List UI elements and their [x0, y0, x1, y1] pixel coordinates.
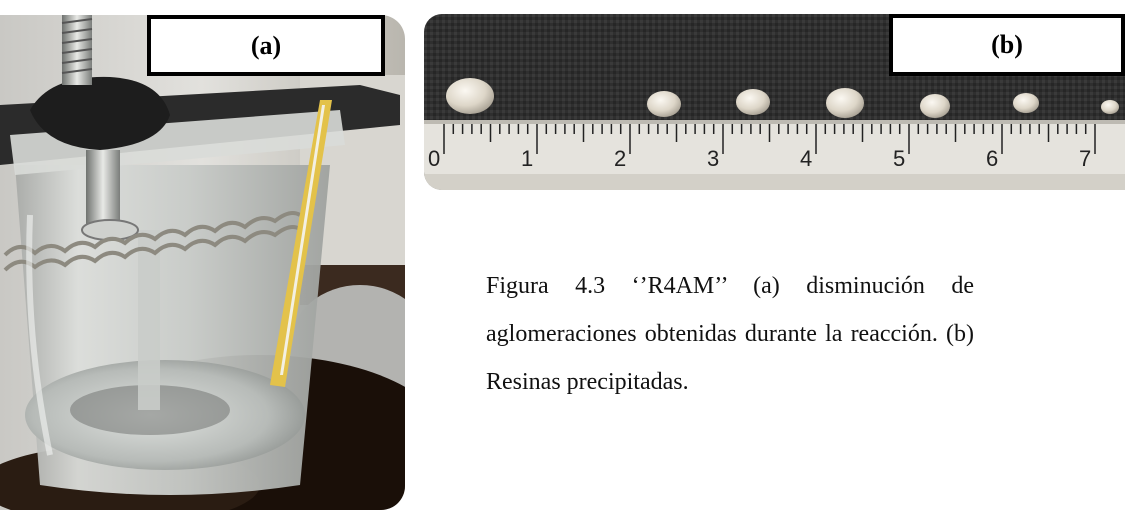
resin-bead: [1013, 93, 1039, 113]
resin-bead: [826, 88, 864, 118]
resin-bead: [446, 78, 494, 114]
ruler-number: 0: [428, 146, 440, 171]
ruler-number: 3: [707, 146, 719, 171]
reactor-photo: [0, 15, 405, 510]
ruler-number: 6: [986, 146, 998, 171]
ruler-number: 7: [1079, 146, 1091, 171]
ruler-number: 2: [614, 146, 626, 171]
resin-beads-photo: 0 1 2 3 4 5 6 7: [424, 14, 1125, 190]
ruler-illustration: 0 1 2 3 4 5 6 7: [424, 14, 1125, 190]
panel-b-label: (b): [889, 14, 1125, 76]
ruler-number: 1: [521, 146, 533, 171]
resin-bead: [1101, 100, 1119, 114]
ruler-number: 5: [893, 146, 905, 171]
ruler-number: 4: [800, 146, 812, 171]
resin-bead: [736, 89, 770, 115]
resin-bead: [920, 94, 950, 118]
figure-caption: Figura 4.3 ‘’R4AM’’ (a) disminución de a…: [486, 273, 974, 395]
resin-bead: [647, 91, 681, 117]
reactor-illustration: [0, 15, 405, 510]
panel-a-label: (a): [147, 15, 385, 76]
